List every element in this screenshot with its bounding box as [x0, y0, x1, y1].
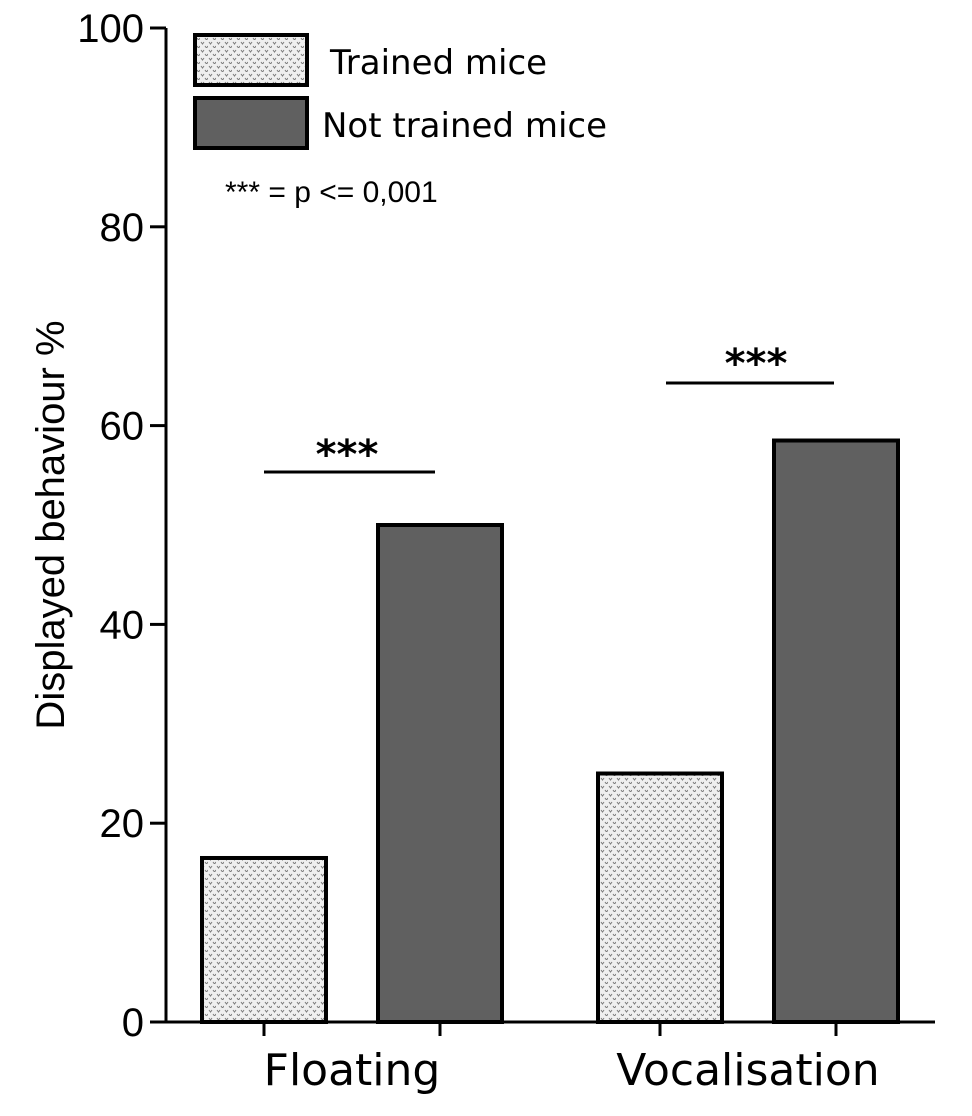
y-tick-label: 40	[100, 603, 145, 647]
y-tick-label: 100	[77, 7, 144, 51]
y-axis-title: Displayed behaviour %	[29, 320, 73, 729]
legend-swatch-trained	[193, 33, 309, 87]
bar-trained-vocalisation	[596, 771, 724, 1024]
y-tick-label: 0	[122, 1001, 144, 1045]
y-tick-label: 20	[100, 802, 145, 846]
significance-label-vocalisation: ***	[725, 341, 788, 387]
bar-trained-floating	[200, 855, 328, 1024]
category-label-vocalisation: Vocalisation	[616, 1045, 879, 1096]
bar-not-trained-vocalisation	[772, 438, 900, 1024]
legend-swatch-not-trained	[193, 96, 309, 150]
legend: Trained mice Not trained mice	[193, 33, 607, 150]
category-label-floating: Floating	[264, 1045, 441, 1096]
significance-annotation: *** = p <= 0,001	[225, 176, 438, 209]
bar-not-trained-floating	[376, 523, 504, 1024]
legend-label-trained: Trained mice	[329, 43, 547, 83]
legend-label-not-trained: Not trained mice	[322, 106, 607, 146]
y-tick-label: 80	[100, 206, 145, 250]
y-tick-label: 60	[100, 405, 145, 449]
significance-label-floating: ***	[316, 432, 379, 478]
